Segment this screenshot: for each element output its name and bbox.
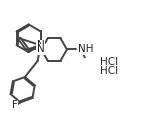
Text: F: F bbox=[12, 100, 17, 110]
Text: HCl: HCl bbox=[100, 57, 118, 67]
Text: HCl: HCl bbox=[100, 66, 118, 76]
Text: N: N bbox=[37, 40, 44, 50]
Text: N: N bbox=[37, 44, 45, 54]
Text: NH: NH bbox=[78, 44, 93, 54]
